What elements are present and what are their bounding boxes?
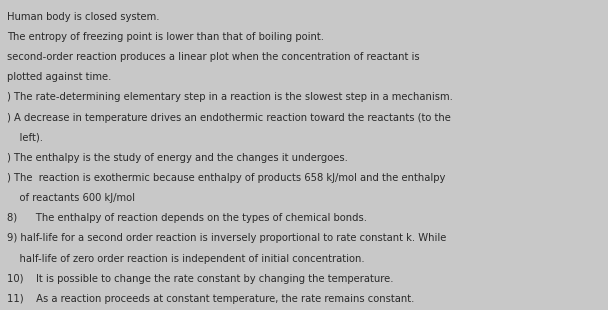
Text: The entropy of freezing point is lower than that of boiling point.: The entropy of freezing point is lower t… [7, 32, 324, 42]
Text: Human body is closed system.: Human body is closed system. [7, 12, 160, 22]
Text: 10)    It is possible to change the rate constant by changing the temperature.: 10) It is possible to change the rate co… [7, 274, 394, 284]
Text: ) The  reaction is exothermic because enthalpy of products 658 kJ/mol and the en: ) The reaction is exothermic because ent… [7, 173, 446, 183]
Text: ) The enthalpy is the study of energy and the changes it undergoes.: ) The enthalpy is the study of energy an… [7, 153, 348, 163]
Text: 8)      The enthalpy of reaction depends on the types of chemical bonds.: 8) The enthalpy of reaction depends on t… [7, 213, 367, 223]
Text: ) A decrease in temperature drives an endothermic reaction toward the reactants : ) A decrease in temperature drives an en… [7, 113, 451, 122]
Text: left).: left). [7, 133, 43, 143]
Text: second-order reaction produces a linear plot when the concentration of reactant : second-order reaction produces a linear … [7, 52, 420, 62]
Text: 9) half-life for a second order reaction is inversely proportional to rate const: 9) half-life for a second order reaction… [7, 233, 447, 243]
Text: plotted against time.: plotted against time. [7, 72, 112, 82]
Text: of reactants 600 kJ/mol: of reactants 600 kJ/mol [7, 193, 136, 203]
Text: half-life of zero order reaction is independent of initial concentration.: half-life of zero order reaction is inde… [7, 254, 365, 264]
Text: ) The rate-determining elementary step in a reaction is the slowest step in a me: ) The rate-determining elementary step i… [7, 92, 453, 102]
Text: 11)    As a reaction proceeds at constant temperature, the rate remains constant: 11) As a reaction proceeds at constant t… [7, 294, 415, 304]
